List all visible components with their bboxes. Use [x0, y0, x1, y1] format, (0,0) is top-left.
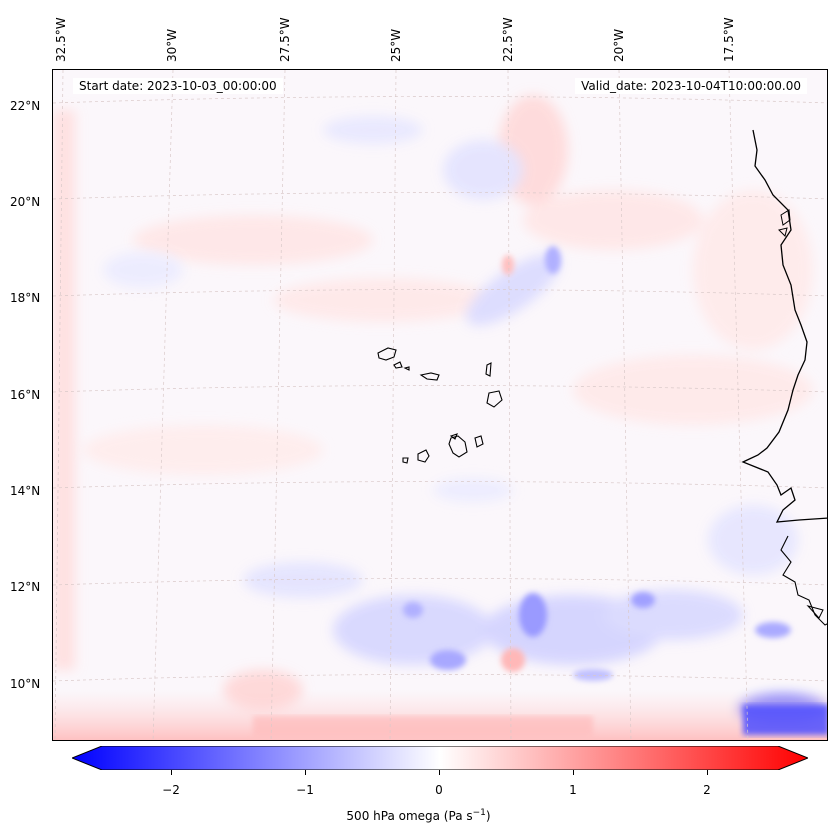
cbar-tickmark [305, 770, 306, 775]
lat-label-20N: 20°N [10, 195, 41, 209]
cbar-tick-label: 2 [703, 783, 711, 797]
lon-label-30W: 30°W [165, 28, 179, 62]
cbar-tick-label: −1 [296, 783, 314, 797]
lon-label-20W: 20°W [612, 28, 626, 62]
cbar-tickmark [707, 770, 708, 775]
cbar-tick-label: −2 [162, 783, 180, 797]
lat-label-16N: 16°N [10, 388, 41, 402]
lon-label-22.5W: 22.5°W [501, 17, 515, 62]
cbar-tick-label: 1 [569, 783, 577, 797]
cbar-tick-label: 0 [435, 783, 443, 797]
lat-label-18N: 18°N [10, 291, 41, 305]
colorbar-label: 500 hPa omega (Pa s−1) [0, 808, 837, 823]
lat-label-22N: 22°N [10, 99, 41, 113]
lon-label-17.5W: 17.5°W [722, 17, 736, 62]
cbar-tickmark [573, 770, 574, 775]
colorbar-label-close: ) [485, 809, 491, 823]
map-panel: Start date: 2023-10-03_00:00:00 Valid_da… [52, 69, 828, 741]
lat-label-14N: 14°N [10, 484, 41, 498]
cbar-tickmark [171, 770, 172, 775]
cbar-tickmark [439, 770, 440, 775]
colorbar-label-text: 500 hPa omega (Pa s [346, 809, 473, 823]
lon-label-32.5W: 32.5°W [54, 17, 68, 62]
lat-label-10N: 10°N [10, 677, 41, 691]
start-date-label: Start date: 2023-10-03_00:00:00 [73, 78, 283, 94]
colorbar-label-exponent: −1 [472, 808, 486, 818]
lon-label-25W: 25°W [389, 28, 403, 62]
colorbar [72, 746, 808, 770]
omega-field [53, 70, 827, 740]
africa-coastline [741, 129, 827, 523]
lat-label-12N: 12°N [10, 580, 41, 594]
lon-label-27.5W: 27.5°W [278, 17, 292, 62]
valid-date-label: Valid_date: 2023-10-04T10:00:00.00 [575, 78, 807, 94]
